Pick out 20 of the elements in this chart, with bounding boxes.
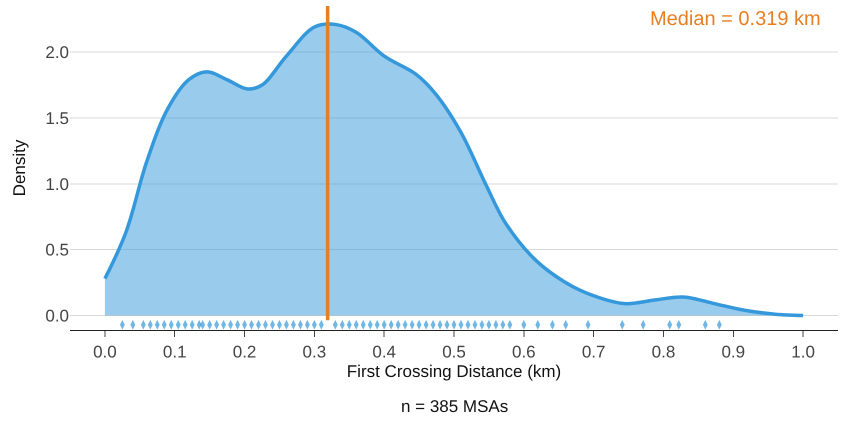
ref-line-label: Median = 0.319 km: [650, 8, 821, 30]
x-tick-label: 0.3: [302, 342, 326, 362]
y-tick-label: 0.5: [45, 240, 69, 260]
y-tick-label: 2.0: [45, 43, 69, 62]
x-tick-label: 0.1: [162, 342, 187, 362]
x-tick-label: 0.5: [442, 342, 466, 362]
x-tick-label: 0.4: [372, 342, 396, 362]
y-axis-title: Density: [10, 139, 29, 196]
x-tick-label: 0.0: [93, 342, 117, 362]
x-axis-title: First Crossing Distance (km): [346, 362, 562, 381]
y-tick-label: 0.0: [45, 306, 69, 326]
x-tick-label: 0.8: [652, 342, 676, 362]
x-tick-label: 0.2: [232, 342, 256, 362]
y-tick-label: 1.0: [45, 174, 69, 194]
x-tick-label: 0.7: [582, 342, 606, 362]
x-tick-label: 0.9: [721, 342, 746, 362]
x-tick-label: 1.0: [791, 342, 815, 362]
y-tick-label: 1.5: [45, 108, 69, 128]
text: n = 385 MSAs: [401, 397, 508, 416]
x-tick-label: 0.6: [512, 342, 536, 362]
